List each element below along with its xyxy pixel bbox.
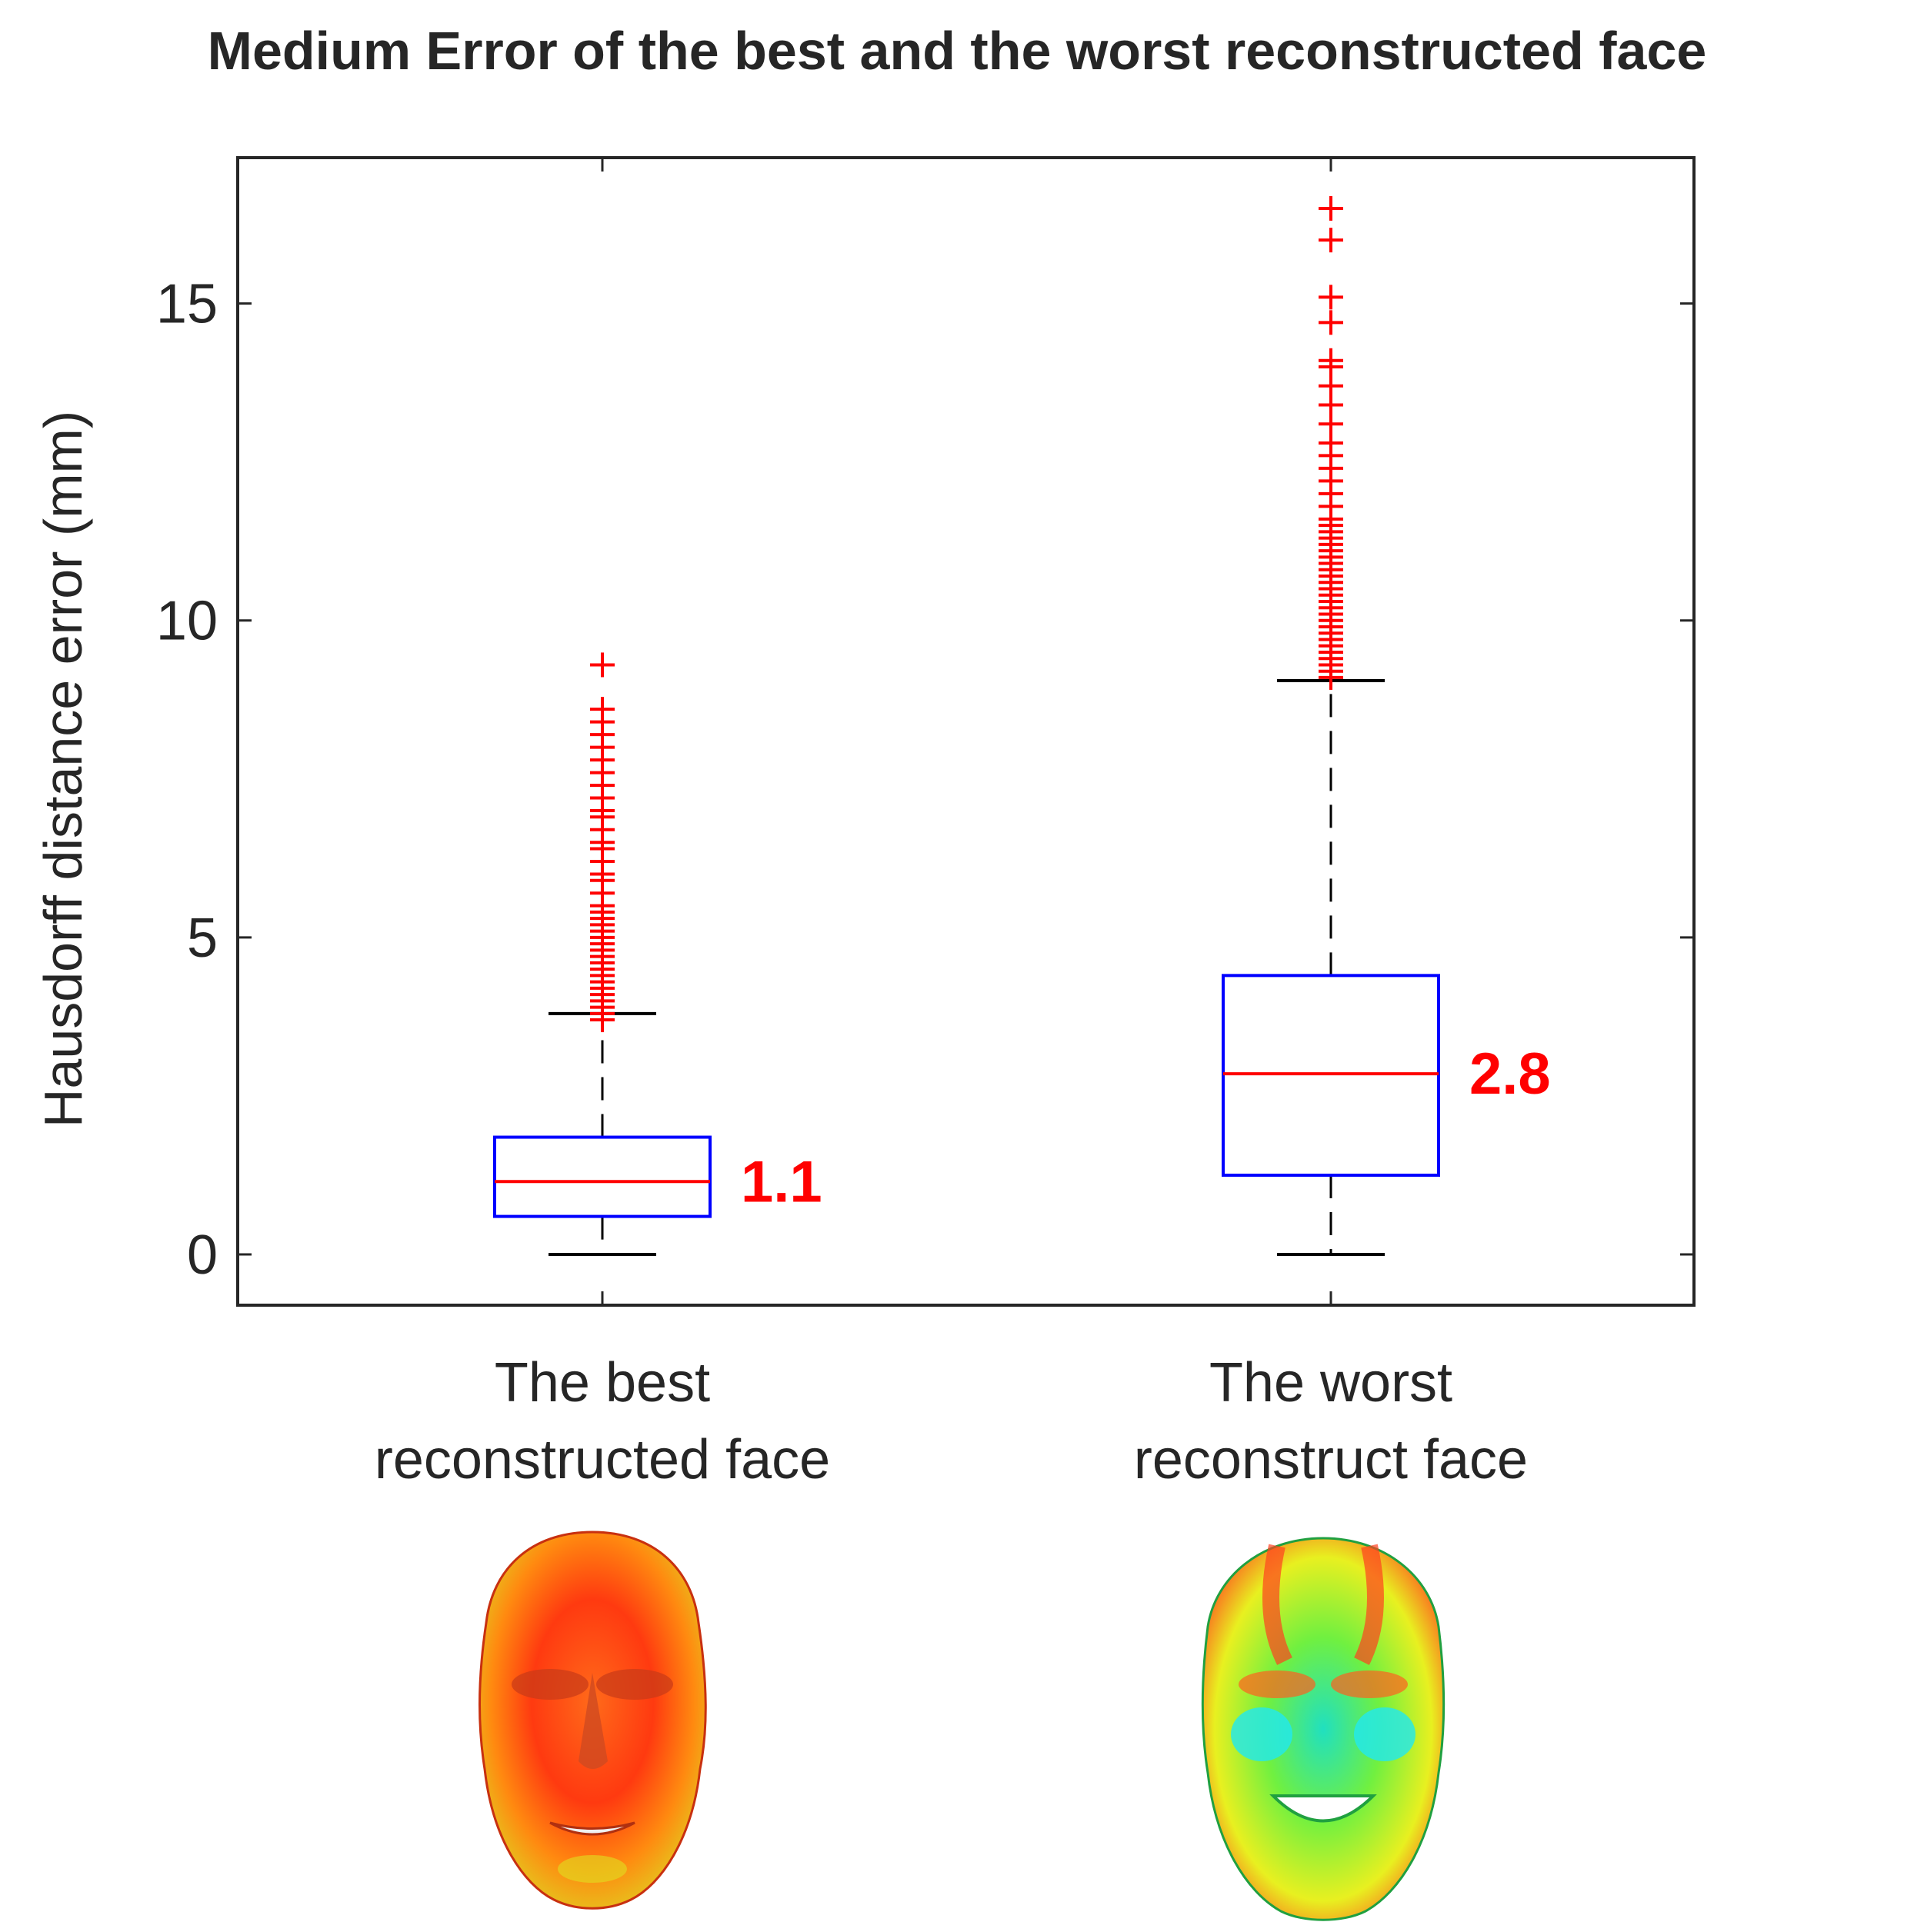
category-labels: The best reconstructed face The worst recon… <box>375 1352 1528 1491</box>
outlier-point <box>1319 310 1343 335</box>
outlier-point <box>590 697 615 722</box>
outlier-point <box>1319 285 1343 310</box>
outlier-point <box>1319 195 1343 221</box>
median-label: 1.1 <box>741 1149 822 1214</box>
box-series: 1.1 2.8 <box>493 195 1551 1257</box>
axes-frame <box>236 156 1696 1307</box>
box-best: 1.1 <box>493 652 822 1257</box>
best-face-heatmap <box>478 1531 707 1910</box>
y-tick-label: 0 <box>187 1224 218 1286</box>
y-tick-label: 15 <box>156 274 218 335</box>
category-label-line: reconstructed face <box>375 1429 830 1491</box>
x-axis-ticks <box>601 158 1332 1305</box>
outlier-point <box>1319 348 1343 373</box>
outlier-point <box>1319 228 1343 253</box>
y-axis-ticks: 0 5 10 15 <box>156 274 1694 1286</box>
box-iqr <box>493 1135 712 1218</box>
box-worst: 2.8 <box>1222 195 1551 1257</box>
category-label-line: The worst <box>1209 1352 1452 1414</box>
box-iqr <box>1222 974 1440 1178</box>
category-label-line: reconstruct face <box>1134 1429 1528 1491</box>
outlier-point <box>590 652 615 678</box>
worst-face-heatmap <box>1201 1537 1446 1921</box>
y-axis-label: Hausdorff distance error (mm) <box>33 411 93 1128</box>
y-tick-label: 5 <box>187 908 218 969</box>
median-label: 2.8 <box>1469 1041 1551 1107</box>
category-label-line: The best <box>495 1352 710 1414</box>
chart-title: Medium Error of the best and the worst r… <box>208 21 1707 81</box>
y-tick-label: 10 <box>156 591 218 652</box>
